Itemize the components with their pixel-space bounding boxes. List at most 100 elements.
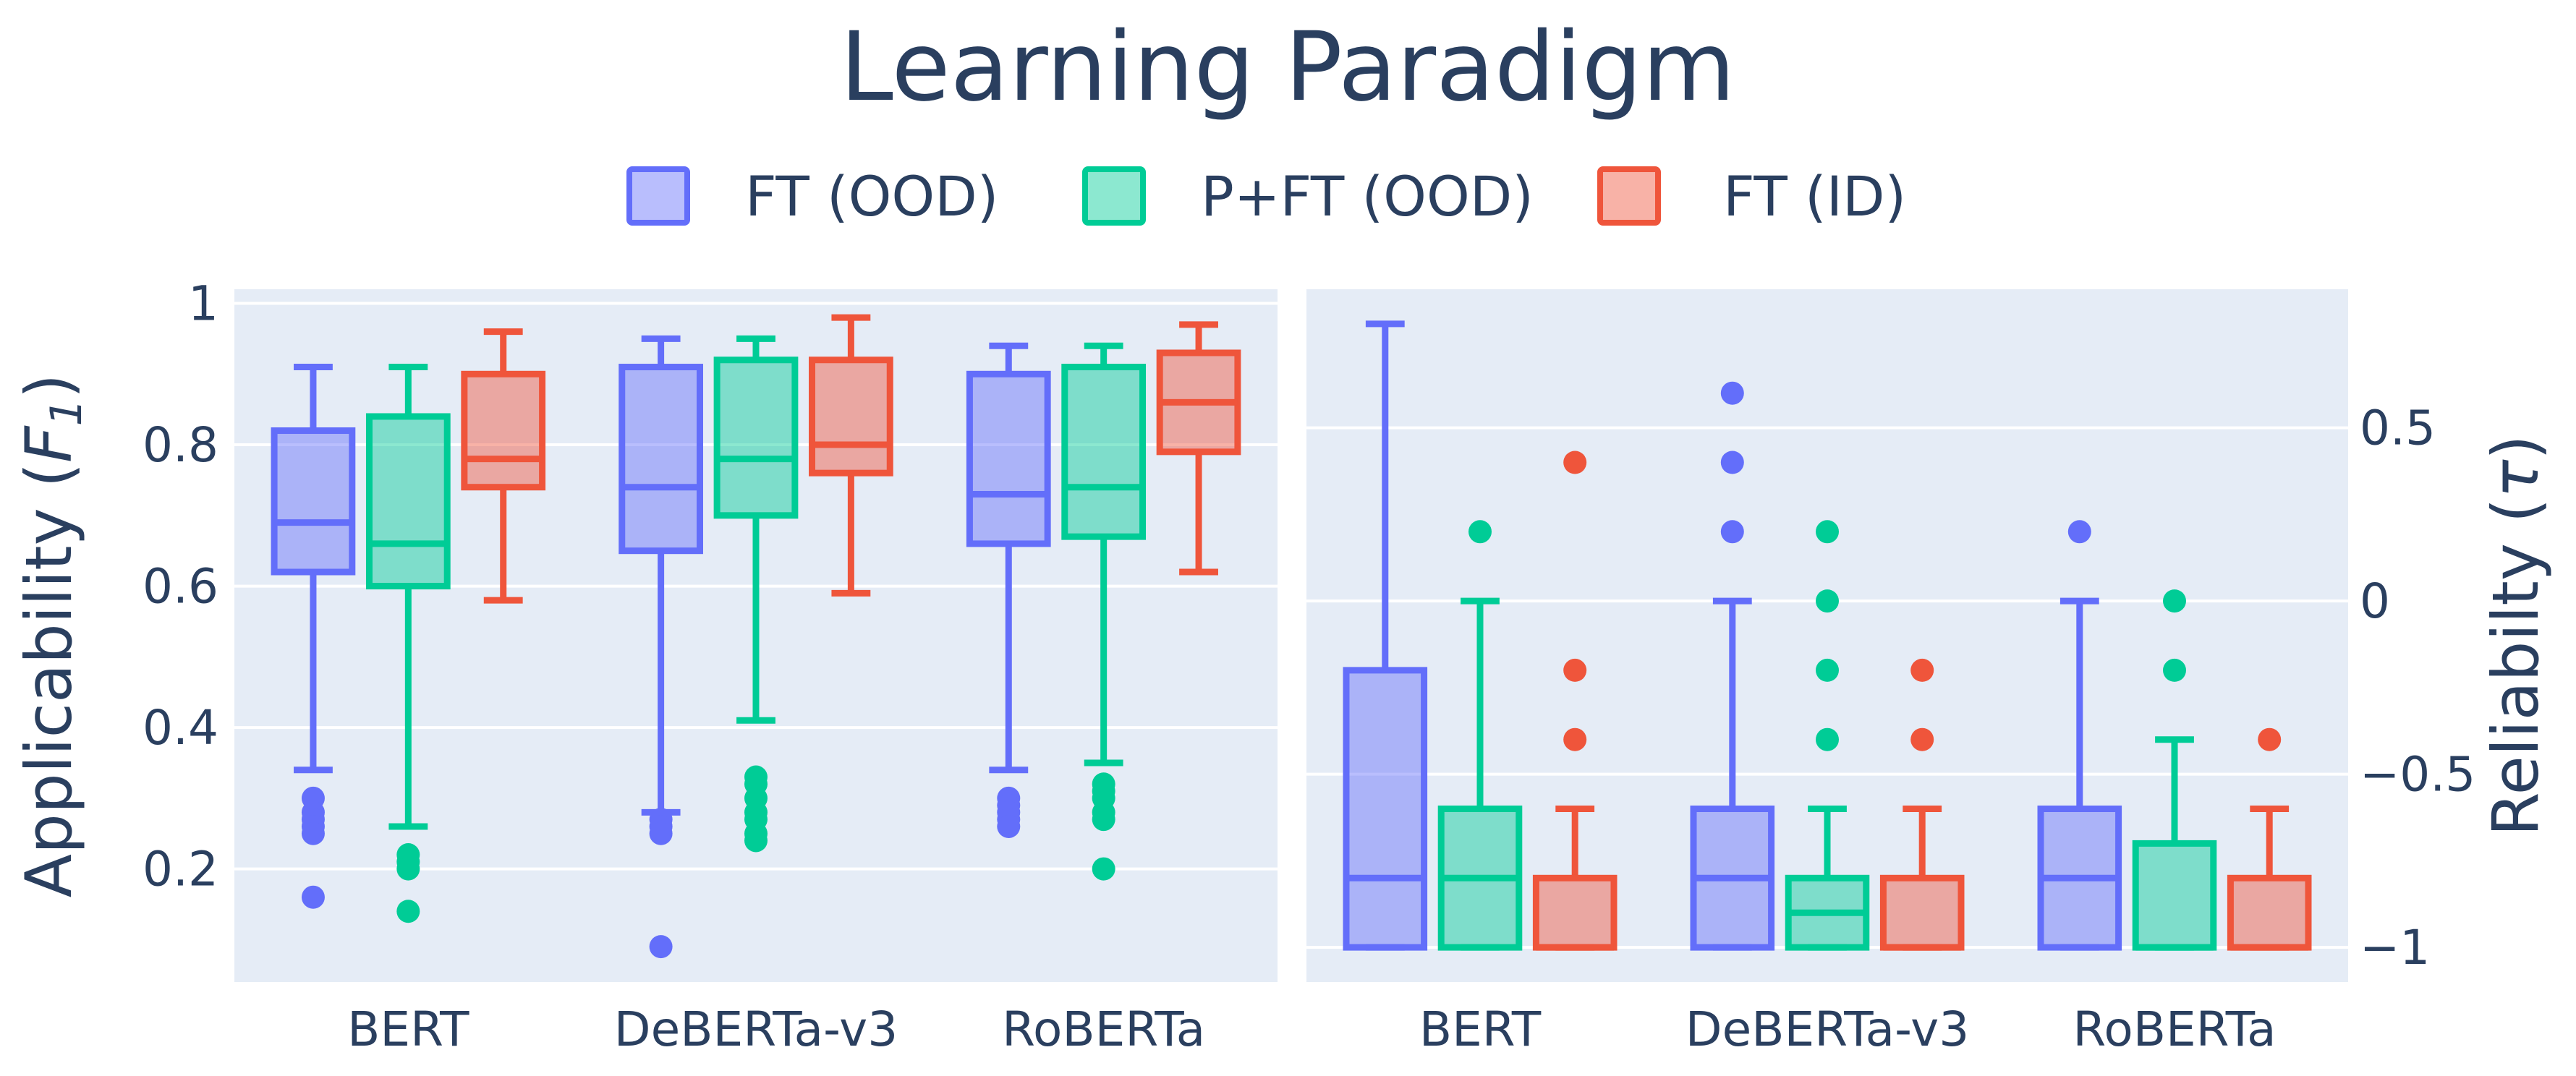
y-ticks-reliability: −1 −0.5 0 0.5: [2360, 401, 2475, 976]
outlier-point[interactable]: [744, 829, 768, 853]
legend-item-ft-ood[interactable]: FT (OOD): [626, 164, 998, 229]
box-iqr: [1343, 667, 1428, 951]
outlier-point[interactable]: [301, 821, 325, 845]
y-axis-title-reliability-close: ): [2478, 435, 2553, 459]
y-tick-label: 0: [2360, 573, 2390, 629]
y-axis-title-applicability: Applicability (F1): [12, 374, 92, 897]
box-iqr: [1061, 364, 1147, 540]
legend-item-pft-ood[interactable]: P+FT (OOD): [1082, 164, 1534, 229]
y-axis-title-reliability-symbol: τ: [2478, 459, 2553, 498]
box-iqr: [713, 356, 799, 519]
box-iqr: [2227, 874, 2312, 951]
outlier-point[interactable]: [1720, 520, 1744, 544]
outlier-point[interactable]: [1092, 808, 1115, 832]
panel-reliability: −1 −0.5 0 0.5 BERT DeBERTa-v3 RoBERTa Reliabi…: [1306, 289, 2553, 1057]
legend-item-ft-id[interactable]: FT (ID): [1597, 164, 1906, 229]
y-axis-title-reliability-main: Reliabilty (: [2478, 498, 2553, 837]
box-ft-ood-deberta-v3[interactable]: [1690, 381, 1775, 951]
outlier-point[interactable]: [997, 814, 1021, 838]
box-ppft-ood-roberta[interactable]: [1061, 342, 1147, 881]
legend-label-ft-ood: FT (OOD): [745, 164, 998, 229]
box-iqr: [271, 427, 356, 576]
box-ft-id-roberta[interactable]: [1156, 321, 1241, 576]
y-axis-title-reliability: Reliabilty (τ): [2478, 435, 2553, 836]
outlier-point[interactable]: [1563, 658, 1587, 682]
box-ft-id-bert[interactable]: [461, 328, 546, 604]
legend-label-pft-ood: P+FT (OOD): [1201, 164, 1534, 229]
box-ft-ood-bert[interactable]: [271, 364, 356, 909]
outlier-point[interactable]: [301, 885, 325, 909]
y-tick-label: 0.5: [2360, 401, 2436, 456]
box-ppft-ood-roberta[interactable]: [2132, 589, 2217, 951]
x-tick-label: RoBERTa: [2073, 1002, 2276, 1057]
x-ticks-reliability: BERT DeBERTa-v3 RoBERTa: [1419, 1002, 2277, 1057]
box-ft-id-deberta-v3[interactable]: [1879, 658, 1965, 951]
outlier-point[interactable]: [1910, 658, 1934, 682]
outlier-point[interactable]: [1816, 727, 1839, 751]
legend-label-ft-id: FT (ID): [1723, 164, 1906, 229]
y-axis-title-applicability-close: ): [12, 374, 86, 398]
outlier-point[interactable]: [2163, 589, 2186, 613]
boxes-reliability: [1343, 320, 2312, 951]
outlier-point[interactable]: [1910, 727, 1934, 751]
box-iqr: [2132, 840, 2217, 951]
outlier-point[interactable]: [1816, 520, 1839, 544]
outlier-point[interactable]: [1468, 520, 1492, 544]
box-ft-ood-bert[interactable]: [1343, 320, 1428, 951]
box-ft-ood-roberta[interactable]: [966, 342, 1051, 838]
outlier-point[interactable]: [396, 900, 420, 923]
y-axis-title-applicability-subscript: 1: [41, 398, 92, 426]
box-ft-ood-deberta-v3[interactable]: [619, 335, 703, 959]
outlier-point[interactable]: [1563, 727, 1587, 751]
outlier-point[interactable]: [1816, 658, 1839, 682]
legend-swatch-pft-ood: [1082, 166, 1146, 226]
boxes-applicability: [271, 314, 1241, 959]
y-axis-title-applicability-symbol: F: [12, 425, 86, 463]
x-tick-label: RoBERTa: [1002, 1002, 1205, 1057]
outlier-point[interactable]: [1720, 381, 1744, 405]
y-tick-label: 1: [188, 276, 218, 332]
x-tick-label: DeBERTa-v3: [1686, 1002, 1969, 1057]
outlier-point[interactable]: [1816, 589, 1839, 613]
box-iqr: [365, 413, 451, 590]
y-tick-label: 0.6: [143, 559, 218, 615]
box-ppft-ood-deberta-v3[interactable]: [713, 335, 799, 853]
x-tick-label: BERT: [347, 1002, 469, 1057]
outlier-point[interactable]: [396, 857, 420, 881]
outlier-point[interactable]: [649, 821, 673, 845]
panel-applicability: 0.2 0.4 0.6 0.8 1 BERT DeBERTa-v3 RoBERTa Appl…: [12, 276, 1278, 1057]
x-tick-label: BERT: [1419, 1002, 1542, 1057]
y-tick-label: 0.8: [143, 417, 218, 473]
outlier-point[interactable]: [1563, 451, 1587, 474]
box-ppft-ood-bert[interactable]: [1437, 520, 1523, 951]
box-ppft-ood-bert[interactable]: [365, 364, 451, 923]
outlier-point[interactable]: [1092, 857, 1115, 881]
legend: FT (OOD) P+FT (OOD) FT (ID): [626, 164, 1906, 229]
legend-swatch-ft-ood: [626, 166, 690, 226]
box-ft-id-deberta-v3[interactable]: [809, 314, 893, 597]
y-tick-label: 0.4: [143, 700, 218, 756]
y-tick-label: −1: [2360, 920, 2430, 975]
x-tick-label: DeBERTa-v3: [614, 1002, 898, 1057]
box-iqr: [461, 370, 546, 491]
box-iqr: [1879, 874, 1965, 951]
legend-swatch-ft-id: [1597, 166, 1661, 226]
x-ticks-applicability: BERT DeBERTa-v3 RoBERTa: [347, 1002, 1205, 1057]
outlier-point[interactable]: [1720, 451, 1744, 474]
box-ft-ood-roberta[interactable]: [2037, 520, 2122, 951]
y-tick-label: −0.5: [2360, 747, 2475, 803]
outlier-point[interactable]: [2067, 520, 2091, 544]
box-ft-id-roberta[interactable]: [2227, 727, 2312, 951]
box-iqr: [1532, 874, 1618, 951]
y-axis-title-applicability-main: Applicability (: [12, 463, 86, 897]
y-ticks-applicability: 0.2 0.4 0.6 0.8 1: [143, 276, 218, 897]
chart-title: Learning Paradigm: [840, 12, 1735, 123]
box-ppft-ood-deberta-v3[interactable]: [1785, 520, 1870, 951]
outlier-point[interactable]: [2163, 658, 2186, 682]
box-ft-id-bert[interactable]: [1532, 451, 1618, 951]
outlier-point[interactable]: [649, 935, 673, 959]
outlier-point[interactable]: [2258, 727, 2282, 751]
box-iqr: [809, 356, 893, 477]
box-iqr: [619, 364, 703, 555]
